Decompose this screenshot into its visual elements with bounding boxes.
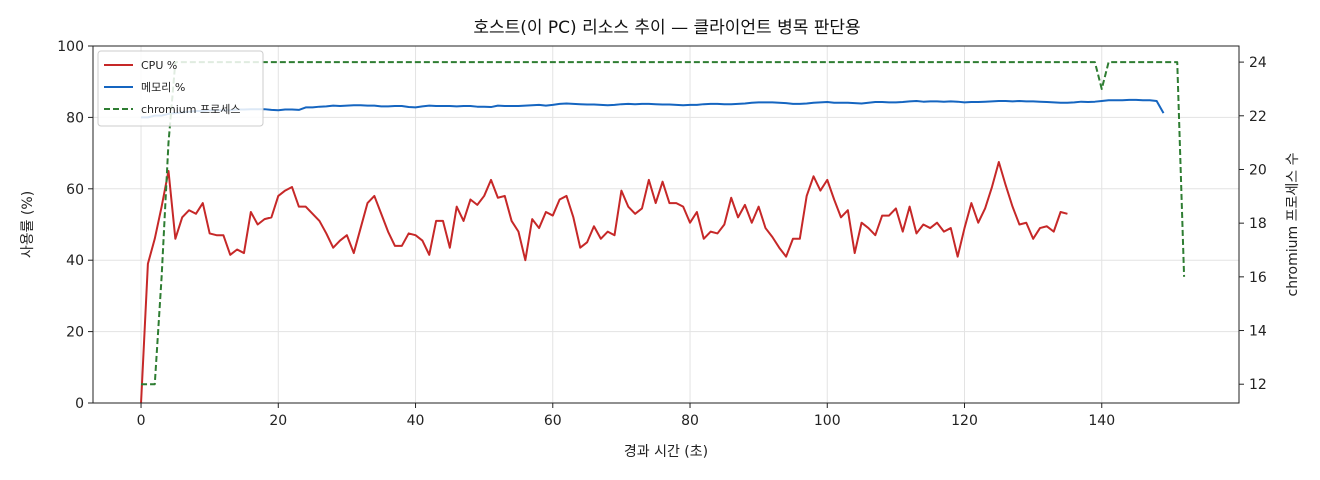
y-tick-label: 20 (66, 325, 84, 341)
series-layer (140, 61, 1186, 404)
y-tick-label: 100 (57, 39, 84, 55)
legend-label: 메모리 % (141, 81, 185, 94)
y2-tick-label: 14 (1249, 324, 1267, 340)
x-tick-label: 60 (544, 413, 562, 429)
y2-tick-label: 16 (1249, 270, 1267, 286)
ticks: 0 20 40 60 80 100 120 140 0 20 40 60 80 100 12 14 16 18 20… (57, 39, 1267, 429)
legend: CPU % 메모리 % chromium 프로세스 (97, 50, 264, 127)
y-tick-label: 0 (75, 396, 84, 412)
series-line-cpu (140, 161, 1068, 404)
x-tick-label: 140 (1088, 413, 1115, 429)
y2-axis-label: chromium 프로세스 수 (1285, 152, 1301, 296)
x-tick-label: 100 (814, 413, 841, 429)
y-axis-label: 사용률 (%) (20, 191, 36, 258)
y2-tick-label: 18 (1249, 216, 1267, 232)
x-tick-label: 40 (407, 413, 425, 429)
legend-label: chromium 프로세스 (141, 103, 240, 116)
x-axis-label: 경과 시간 (초) (624, 444, 708, 460)
plot-frame (92, 45, 1240, 404)
y2-tick-label: 24 (1249, 55, 1267, 71)
x-tick-label: 20 (269, 413, 287, 429)
y-tick-label: 80 (66, 110, 84, 126)
y2-tick-label: 12 (1249, 377, 1267, 393)
x-tick-label: 0 (137, 413, 146, 429)
y-tick-label: 40 (66, 253, 84, 269)
legend-box (97, 50, 264, 127)
x-tick-label: 120 (951, 413, 978, 429)
series-line-chromium-processes (141, 61, 1186, 386)
legend-label: CPU % (141, 59, 177, 72)
chart-title: 호스트(이 PC) 리소스 추이 — 클라이언트 병목 판단용 (473, 18, 860, 38)
series-line-memory (141, 98, 1165, 119)
y-tick-label: 60 (66, 182, 84, 198)
y2-tick-label: 22 (1249, 109, 1267, 125)
x-tick-label: 80 (681, 413, 699, 429)
y2-tick-label: 20 (1249, 162, 1267, 178)
